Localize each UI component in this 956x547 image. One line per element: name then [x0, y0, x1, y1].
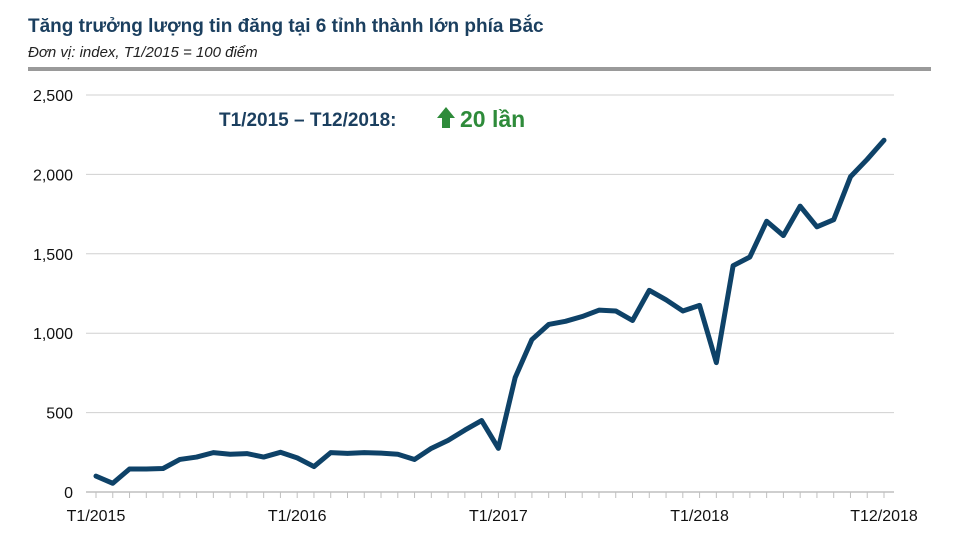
data-point	[663, 297, 669, 303]
data-point	[580, 314, 585, 319]
growth-annotation: T1/2015 – T12/2018: 20 lần	[219, 106, 525, 132]
data-point	[362, 450, 367, 455]
y-tick-label: 500	[46, 406, 73, 423]
y-axis-ticks: 0 500 1,000 1,500 2,000 2,500	[33, 88, 73, 502]
data-point	[496, 446, 501, 451]
annotation-growth: 20 lần	[460, 106, 525, 132]
x-tick-label: T1/2016	[268, 508, 327, 525]
data-point	[814, 224, 820, 230]
chart-subtitle: Đơn vị: index, T1/2015 = 100 điểm	[28, 44, 258, 61]
arrow-up-icon	[437, 107, 455, 128]
data-point	[714, 360, 719, 365]
data-point	[546, 322, 551, 327]
data-point	[680, 308, 686, 314]
data-point	[227, 452, 233, 457]
data-point	[194, 454, 199, 460]
data-point	[261, 454, 266, 460]
data-point	[730, 263, 736, 268]
x-tick-label: T1/2018	[670, 508, 729, 525]
y-tick-label: 0	[64, 485, 73, 502]
data-point	[848, 174, 853, 179]
data-point	[479, 418, 484, 423]
data-point	[529, 337, 535, 342]
data-point	[429, 446, 434, 451]
y-tick-label: 1,500	[33, 247, 73, 264]
data-point	[127, 466, 132, 472]
x-axis-ticks: T1/2015 T1/2016 T1/2017 T1/2018 T12/2018	[67, 508, 918, 525]
data-point	[177, 457, 183, 462]
data-point	[781, 233, 786, 238]
data-points	[93, 138, 887, 486]
data-point	[563, 319, 568, 324]
data-point	[697, 303, 702, 308]
data-point	[244, 451, 250, 456]
data-point	[630, 318, 635, 323]
data-point	[211, 450, 216, 455]
annotation-period: T1/2015 – T12/2018:	[219, 110, 396, 131]
data-point	[395, 452, 400, 457]
data-point	[294, 455, 300, 461]
data-point	[881, 138, 887, 143]
title-divider	[28, 67, 931, 71]
x-tick-label: T12/2018	[850, 508, 918, 525]
x-tick-label: T1/2015	[67, 508, 126, 525]
data-point	[93, 473, 99, 479]
data-point	[445, 438, 451, 443]
y-tick-label: 1,000	[33, 326, 73, 343]
data-point	[110, 481, 115, 486]
gridlines	[86, 94, 894, 414]
data-point	[378, 450, 384, 456]
data-point	[144, 466, 149, 472]
data-point	[865, 157, 870, 162]
data-point	[613, 308, 618, 314]
x-tick-label: T1/2017	[469, 508, 528, 525]
data-point	[328, 450, 333, 455]
data-point	[764, 219, 769, 224]
data-point	[512, 375, 518, 380]
chart-title: Tăng trưởng lượng tin đăng tại 6 tỉnh th…	[28, 16, 544, 37]
data-point	[831, 217, 836, 222]
data-point	[462, 427, 468, 433]
data-point	[311, 464, 317, 469]
data-point	[797, 203, 803, 209]
data-point	[647, 288, 652, 293]
data-point	[160, 466, 166, 471]
data-point	[747, 254, 753, 260]
y-tick-label: 2,000	[33, 167, 73, 184]
data-point	[345, 451, 350, 456]
data-point	[412, 457, 417, 462]
data-point	[596, 307, 602, 313]
x-axis	[86, 491, 894, 498]
y-tick-label: 2,500	[33, 88, 73, 105]
series-line	[93, 137, 887, 486]
data-point	[278, 450, 283, 455]
